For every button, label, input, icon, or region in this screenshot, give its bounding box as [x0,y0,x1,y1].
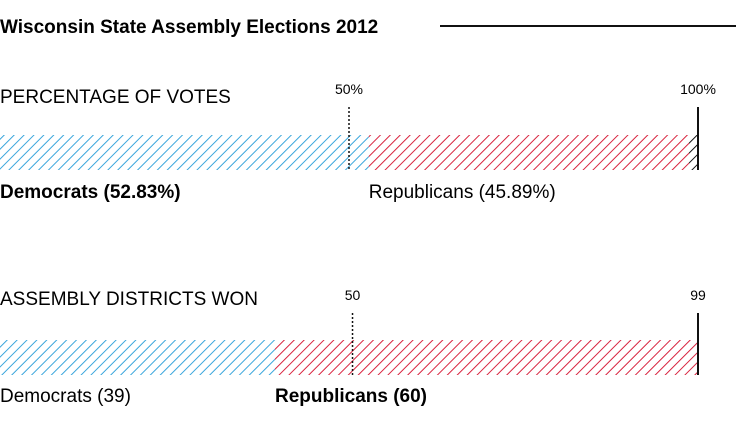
votes-reference-label: 50% [335,81,363,97]
section-title-votes: PERCENTAGE OF VOTES [0,87,231,108]
districts-bar-republicans [274,340,698,375]
districts-reference-label: 50 [345,287,361,303]
districts-max-label: 99 [690,287,706,303]
districts-bar-group: Democrats (39) Republicans (60) 50 99 [0,287,706,407]
votes-label-democrats: Democrats (52.83%) [0,182,181,203]
chart-title: Wisconsin State Assembly Elections 2012 [0,17,378,38]
votes-bar-group: Democrats (52.83%) Republicans (45.89%) 50… [0,81,716,203]
votes-label-republicans: Republicans (45.89%) [369,182,556,203]
districts-label-democrats: Democrats (39) [0,386,131,407]
votes-bar-republicans [368,135,690,170]
districts-bar-democrats [0,340,275,375]
votes-bar-other [689,135,698,170]
districts-label-republicans: Republicans (60) [275,386,427,407]
section-title-districts: ASSEMBLY DISTRICTS WON [0,289,258,310]
votes-max-label: 100% [680,81,716,97]
votes-bar-democrats [0,135,369,170]
